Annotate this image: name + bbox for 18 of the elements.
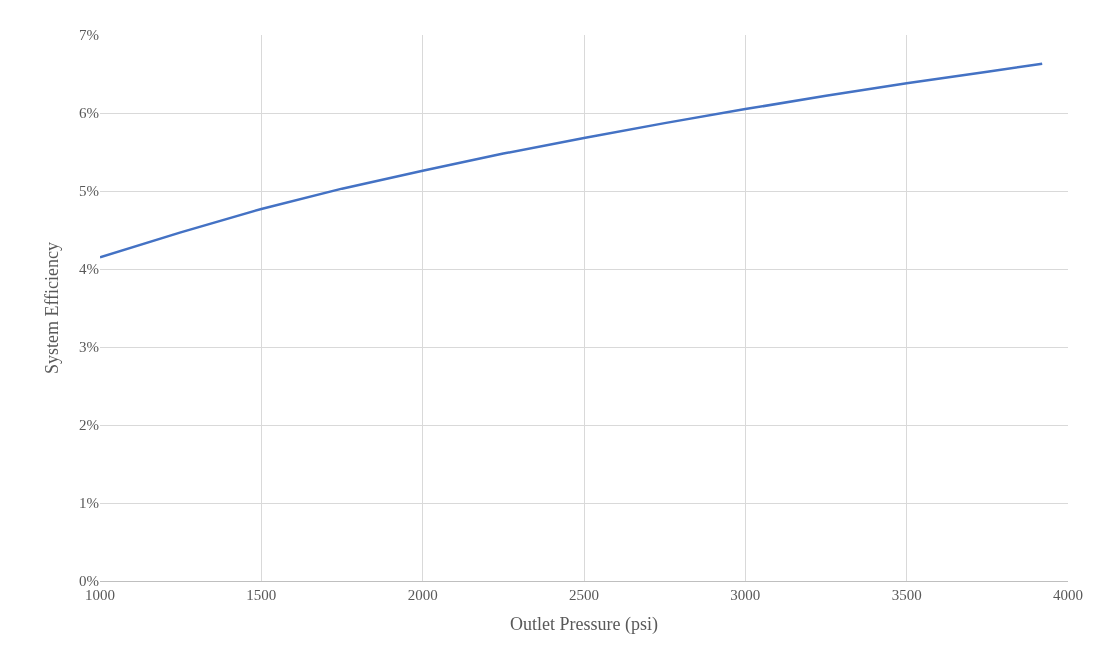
y-tick-label: 2% (79, 417, 99, 434)
x-tick-label: 3500 (891, 587, 922, 603)
x-tick-label: 3000 (730, 587, 761, 603)
y-axis-title: System Efficiency (42, 241, 63, 375)
x-tick-label: 2000 (407, 587, 438, 603)
y-tick-label: 6% (79, 105, 99, 122)
y-tick-label: 4% (79, 261, 99, 278)
y-tick-label: 7% (79, 27, 99, 44)
x-tick-label: 4000 (1053, 587, 1083, 603)
x-tick-label: 1500 (246, 587, 277, 603)
y-tick-label: 5% (79, 183, 99, 200)
x-tick-label: 2500 (569, 587, 599, 603)
line-series (100, 62, 1044, 259)
x-tick-label: 1000 (85, 587, 115, 603)
y-tick-label: 1% (79, 495, 99, 512)
y-tick-label: 3% (79, 339, 99, 356)
y-tick-label: 0% (79, 573, 99, 590)
x-axis-title: Outlet Pressure (psi) (510, 614, 658, 636)
